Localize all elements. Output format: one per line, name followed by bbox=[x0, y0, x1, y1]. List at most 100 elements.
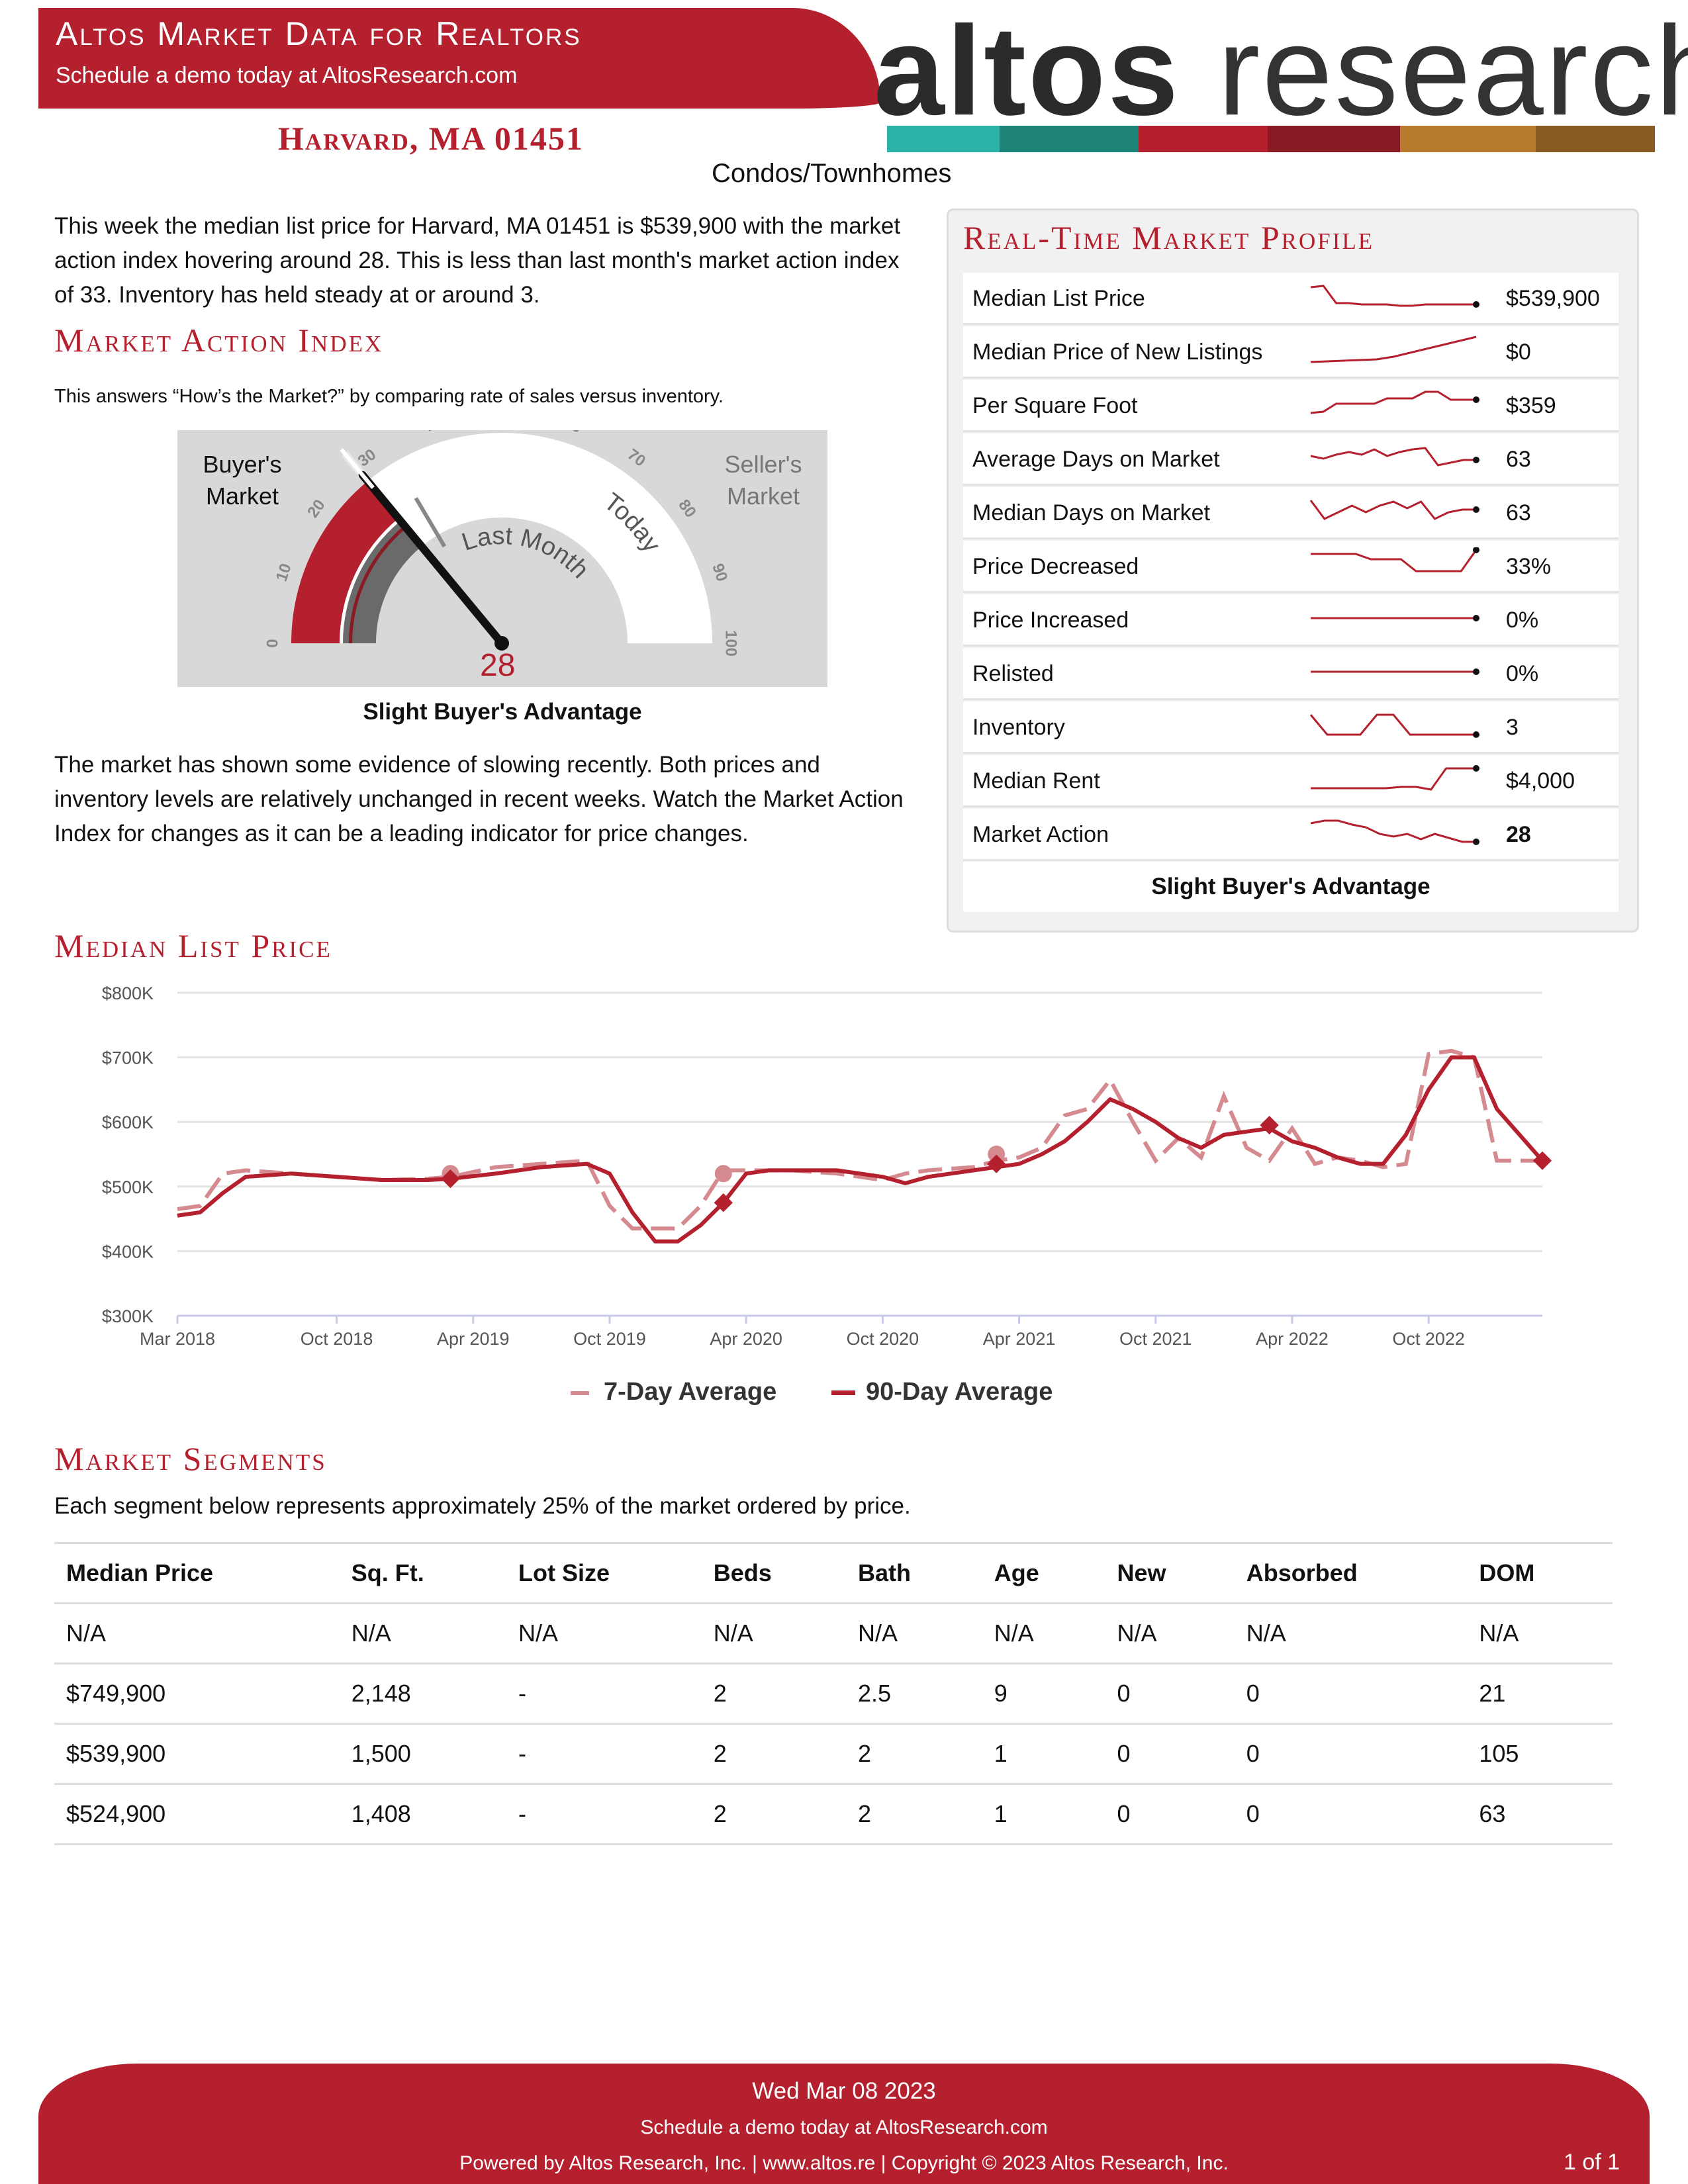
x-tick-label: Apr 2021 bbox=[983, 1329, 1056, 1349]
marker-90day[interactable] bbox=[441, 1169, 460, 1189]
legend-7day[interactable]: 7-Day Average bbox=[571, 1378, 776, 1406]
gauge-last-month-marker bbox=[414, 496, 447, 548]
segments-cell: 1,408 bbox=[339, 1784, 506, 1845]
sparkline-path bbox=[1310, 819, 1476, 843]
price-chart: $300K $400K $500K $600K $700K $800K Mar 2018 Oc… bbox=[102, 983, 1552, 1349]
segments-column-header: Absorbed bbox=[1234, 1542, 1468, 1604]
legend-90day[interactable]: 90-Day Average bbox=[831, 1378, 1053, 1406]
segments-cell: 1,500 bbox=[339, 1723, 506, 1785]
sparkline-end-dot bbox=[1473, 615, 1479, 621]
profile-row-value: $539,900 bbox=[1506, 286, 1600, 311]
segments-cell: 2 bbox=[701, 1784, 846, 1845]
profile-row-label: Median Rent bbox=[972, 768, 1100, 794]
footer-cta[interactable]: Schedule a demo today at AltosResearch.c… bbox=[640, 2116, 1048, 2138]
segments-cell: $539,900 bbox=[54, 1723, 340, 1785]
segments-title: Market Segments bbox=[54, 1440, 327, 1477]
profile-row: Price Increased 0% bbox=[963, 594, 1618, 647]
market-profile-title: Real-Time Market Profile bbox=[963, 219, 1375, 256]
color-bar bbox=[887, 126, 1655, 152]
segments-cell: 105 bbox=[1467, 1723, 1613, 1785]
segments-row: $749,900 2,148-2 2.5 9 0 0 21 bbox=[54, 1663, 1613, 1725]
profile-verdict-row: Slight Buyer's Advantage bbox=[963, 862, 1618, 912]
segments-cell: 1 bbox=[982, 1784, 1105, 1845]
marker-7day[interactable] bbox=[988, 1146, 1006, 1163]
gauge-needle-tail bbox=[340, 448, 375, 489]
segments-cell: N/A bbox=[1234, 1603, 1468, 1664]
sparkline-path bbox=[1310, 285, 1476, 307]
gauge-today-arc bbox=[291, 480, 399, 643]
profile-sparkline bbox=[1310, 336, 1477, 363]
profile-row: Average Days on Market 63 bbox=[963, 433, 1618, 486]
segments-cell: N/A bbox=[1467, 1603, 1613, 1664]
y-tick-label: $300K bbox=[102, 1306, 154, 1326]
segments-column-header: DOM bbox=[1467, 1542, 1613, 1604]
profile-sparkline bbox=[1311, 668, 1479, 675]
marker-90day[interactable] bbox=[1532, 1151, 1552, 1170]
mai-commentary: The market has shown some evidence of sl… bbox=[54, 752, 904, 846]
sparkline-path bbox=[1310, 390, 1476, 414]
segments-cell: - bbox=[506, 1663, 702, 1725]
mai-verdict: Slight Buyer's Advantage bbox=[363, 699, 642, 725]
page-number: 1 of 1 bbox=[1564, 2150, 1620, 2175]
segments-cell: $749,900 bbox=[54, 1663, 340, 1725]
segments-cell: 2.5 bbox=[845, 1663, 982, 1725]
profile-row-label: Relisted bbox=[972, 661, 1054, 686]
x-tick-label: Mar 2018 bbox=[140, 1329, 215, 1349]
segments-column-header: Age bbox=[982, 1542, 1105, 1604]
sellers-market-label: Seller's Market bbox=[724, 451, 802, 510]
segments-cell: N/A bbox=[845, 1603, 982, 1664]
gauge-tick-label: 0 bbox=[263, 639, 281, 647]
x-tick-label: Oct 2020 bbox=[847, 1329, 919, 1349]
color-bar-segment bbox=[887, 126, 1000, 152]
segments-column-header: New bbox=[1105, 1542, 1235, 1604]
x-tick-label: Oct 2018 bbox=[301, 1329, 373, 1349]
footer-date: Wed Mar 08 2023 bbox=[752, 2078, 936, 2104]
altos-logo: altos research bbox=[874, 0, 1688, 144]
gauge-tick-label: 20 bbox=[304, 496, 329, 521]
segments-cell: N/A bbox=[701, 1603, 846, 1664]
sparkline-path bbox=[1309, 500, 1476, 520]
color-bar-segment bbox=[1139, 126, 1268, 152]
logo-bold: altos bbox=[874, 0, 1181, 142]
sparkline-path bbox=[1310, 447, 1476, 467]
sparkline-end-dot bbox=[1473, 396, 1479, 403]
segments-column-header: Bath bbox=[845, 1542, 982, 1604]
y-tick-label: $700K bbox=[102, 1048, 154, 1068]
sparkline-path bbox=[1310, 336, 1477, 363]
x-tick-label: Oct 2019 bbox=[573, 1329, 646, 1349]
profile-row: Relisted 0% bbox=[963, 648, 1618, 700]
footer-copyright[interactable]: Powered by Altos Research, Inc. | www.al… bbox=[459, 2152, 1229, 2174]
color-bar-segment bbox=[1536, 126, 1655, 152]
profile-row-label: Market Action bbox=[972, 822, 1109, 847]
segments-cell: 1 bbox=[982, 1723, 1105, 1785]
marker-90day[interactable] bbox=[987, 1154, 1006, 1173]
segments-cell: $524,900 bbox=[54, 1784, 340, 1845]
profile-row-value: 0% bbox=[1506, 661, 1539, 686]
sparkline-path bbox=[1311, 767, 1476, 791]
profile-row-value: $359 bbox=[1506, 393, 1556, 418]
segments-cell: 2,148 bbox=[339, 1663, 506, 1725]
color-bar-segment bbox=[1400, 126, 1536, 152]
segments-cell: 21 bbox=[1467, 1663, 1613, 1725]
segments-row: N/A N/A N/A N/A N/A N/A N/A N/A N/A bbox=[54, 1603, 1613, 1664]
profile-row-label: Median Days on Market bbox=[972, 500, 1211, 525]
segments-cell: N/A bbox=[1105, 1603, 1235, 1664]
sparkline-path bbox=[1311, 549, 1477, 572]
profile-row-value: $4,000 bbox=[1506, 768, 1575, 794]
profile-row-label: Average Days on Market bbox=[972, 447, 1220, 472]
profile-row: Price Decreased 33% bbox=[963, 541, 1618, 593]
header-subtitle[interactable]: Schedule a demo today at AltosResearch.c… bbox=[56, 63, 518, 88]
header-title: Altos Market Data for Realtors bbox=[56, 15, 582, 52]
gauge-tick-label: 70 bbox=[624, 445, 649, 471]
marker-7day[interactable] bbox=[714, 1165, 732, 1183]
x-tick-label: Oct 2022 bbox=[1392, 1329, 1465, 1349]
segments-row: $524,900 1,408-2 2 1 0 0 63 bbox=[54, 1784, 1613, 1845]
x-tick-label: Apr 2020 bbox=[710, 1329, 782, 1349]
profile-row: Median Days on Market 63 bbox=[963, 487, 1618, 539]
intro-paragraph: This week the median list price for Harv… bbox=[54, 213, 901, 308]
segments-cell: 9 bbox=[982, 1663, 1105, 1725]
segments-cell: 2 bbox=[845, 1784, 982, 1845]
gauge-tick-label: 100 bbox=[722, 630, 740, 657]
logo-light: research bbox=[1217, 0, 1688, 142]
segments-cell: 2 bbox=[701, 1723, 846, 1785]
